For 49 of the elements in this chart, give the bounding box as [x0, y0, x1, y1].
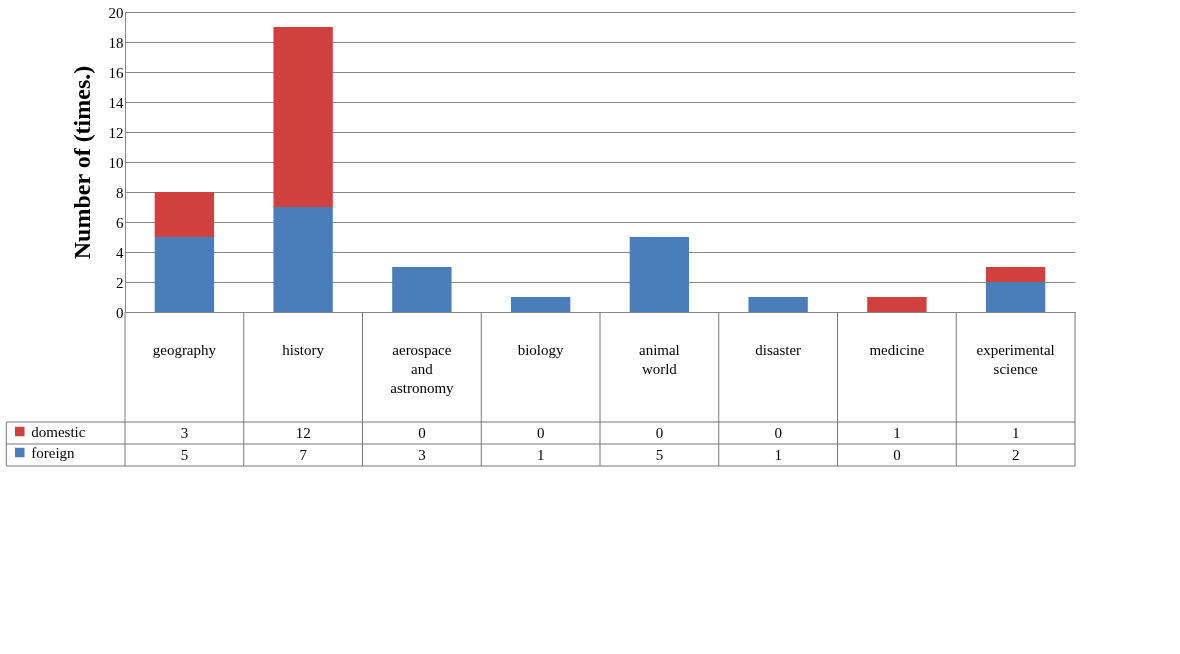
y-tick-label: 14 — [108, 94, 124, 111]
bar — [392, 267, 452, 312]
y-tick-label: 16 — [108, 64, 124, 81]
y-tick-label: 4 — [116, 244, 124, 261]
x-tick-label: geography — [152, 341, 217, 358]
x-tick-label: disaster — [755, 341, 802, 358]
bar — [154, 192, 215, 237]
bar — [510, 297, 571, 312]
data-label: 0 — [893, 447, 901, 463]
data-label: 3 — [418, 447, 426, 463]
data-label: 3 — [180, 425, 189, 441]
x-tick-label: experimental science — [976, 341, 1055, 377]
y-tick-label: 0 — [116, 304, 124, 321]
bar — [985, 267, 1046, 282]
data-label: 2 — [1011, 447, 1020, 463]
data-label: 0 — [655, 425, 664, 441]
data-label: 7 — [299, 447, 308, 463]
y-tick-label: 20 — [108, 4, 124, 21]
y-tick-label: 12 — [108, 124, 124, 141]
x-tick-label: biology — [517, 341, 565, 358]
y-tick-label: 10 — [108, 154, 124, 171]
x-tick-label: animal world — [638, 341, 680, 377]
data-label: 5 — [655, 447, 664, 463]
bar — [748, 297, 808, 312]
y-axis-title: Number of (times.) — [68, 65, 95, 260]
x-tick-label: history — [282, 341, 325, 358]
data-label: 1 — [774, 447, 782, 463]
bar — [154, 237, 215, 312]
bar — [985, 282, 1046, 312]
y-tick-label: 2 — [116, 274, 124, 291]
y-tick-label: 6 — [116, 214, 124, 231]
x-tick-label: aerospace and astronomy — [390, 341, 455, 396]
data-label: 5 — [180, 447, 189, 463]
data-label: 1 — [1011, 425, 1020, 441]
x-tick-label: medicine — [869, 341, 925, 358]
data-label: 12 — [295, 425, 311, 441]
legend-label: foreign — [31, 444, 76, 461]
legend-label: domestic — [31, 423, 86, 440]
bar — [629, 237, 690, 312]
bar — [273, 207, 333, 312]
y-tick-label: 8 — [116, 184, 124, 201]
data-label: 1 — [893, 425, 901, 441]
bar — [273, 27, 333, 207]
y-tick-label: 18 — [108, 34, 124, 51]
data-label: 0 — [418, 425, 426, 441]
data-label: 0 — [774, 425, 782, 441]
data-label: 0 — [536, 425, 545, 441]
data-label: 1 — [536, 447, 545, 463]
bar — [867, 297, 927, 312]
